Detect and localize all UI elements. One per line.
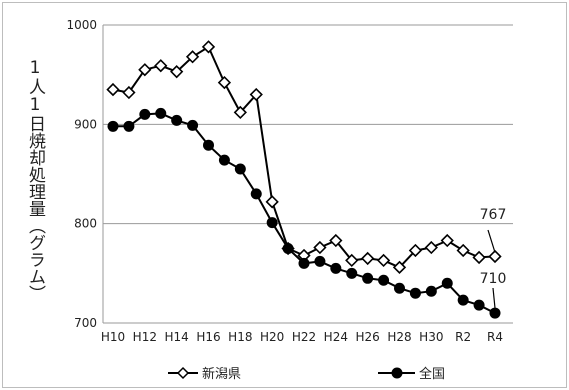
data-point-niigata — [217, 75, 232, 90]
data-point-national — [330, 262, 342, 274]
data-point-national — [425, 285, 437, 297]
legend-label-national: 全国 — [419, 366, 445, 382]
data-point-national — [266, 217, 278, 229]
data-point-niigata — [392, 260, 407, 275]
data-point-niigata — [233, 105, 247, 120]
end-label-national: 710 — [480, 271, 507, 287]
series-line-niigata — [112, 45, 496, 269]
data-point-national — [123, 120, 135, 132]
data-point-niigata — [361, 251, 375, 266]
data-point-national — [378, 274, 390, 286]
x-tick-label: H20 — [260, 330, 284, 344]
y-tick-label: 1000 — [66, 18, 97, 32]
data-point-niigata — [154, 59, 168, 73]
data-point-national — [346, 267, 358, 279]
x-tick-label: H28 — [387, 330, 411, 344]
data-point-niigata — [170, 65, 184, 79]
data-point-national — [298, 257, 310, 269]
data-point-national — [171, 114, 183, 126]
data-point-national — [139, 108, 151, 120]
data-point-niigata — [201, 40, 216, 54]
end-label-leader-niigata — [487, 229, 496, 253]
y-tick-label: 900 — [74, 117, 97, 131]
data-point-national — [155, 107, 167, 119]
data-point-niigata — [122, 85, 136, 100]
data-point-national — [441, 277, 453, 289]
x-tick-label: H16 — [196, 330, 220, 344]
data-point-niigata — [424, 240, 438, 255]
end-label-niigata: 767 — [480, 207, 507, 223]
data-point-national — [107, 120, 119, 132]
data-point-national — [282, 243, 294, 254]
legend-label-niigata: 新潟県 — [202, 366, 241, 382]
data-point-niigata — [185, 50, 200, 64]
x-tick-label: H24 — [324, 330, 348, 344]
data-point-national — [457, 294, 469, 306]
data-point-niigata — [138, 63, 152, 77]
data-point-niigata — [456, 243, 470, 258]
x-tick-label: H26 — [356, 330, 380, 344]
x-tick-label: H22 — [292, 330, 316, 344]
line-chart: 700 800 900 1000 H10 H12 H14 H16 H18 H20 H22 H24 H2… — [66, 18, 513, 382]
y-tick-label: 700 — [74, 316, 97, 330]
x-tick-label: H10 — [101, 330, 125, 344]
data-point-niigata — [313, 240, 327, 255]
data-point-national — [394, 282, 405, 294]
legend-marker-niigata — [176, 366, 190, 380]
data-point-niigata — [472, 250, 486, 265]
data-point-niigata — [265, 195, 279, 209]
x-tick-label: R4 — [487, 330, 503, 344]
data-point-niigata — [345, 253, 359, 268]
data-point-national — [314, 255, 326, 267]
data-point-niigata — [376, 253, 391, 268]
data-point-niigata — [106, 82, 120, 97]
data-point-national — [234, 163, 246, 175]
data-point-national — [250, 188, 262, 200]
data-point-national — [473, 299, 485, 311]
y-tick-label: 800 — [74, 217, 97, 231]
series-line-national — [113, 112, 496, 314]
data-point-national — [218, 154, 230, 166]
data-point-niigata — [440, 233, 454, 248]
data-point-niigata — [488, 249, 502, 264]
legend-marker-national — [391, 367, 403, 379]
x-tick-label: H14 — [165, 330, 189, 344]
y-axis-label: 1人1日焼却処理量（グラム） — [25, 58, 45, 302]
data-point-niigata — [329, 233, 343, 248]
data-point-niigata — [249, 87, 263, 102]
x-tick-label: R2 — [455, 330, 471, 344]
data-point-national — [409, 287, 421, 299]
data-point-national — [203, 139, 214, 151]
data-point-national — [187, 119, 199, 131]
x-tick-label: H12 — [133, 330, 157, 344]
x-tick-label: H30 — [419, 330, 443, 344]
data-point-national — [489, 307, 501, 319]
x-tick-label: H18 — [228, 330, 252, 344]
data-point-niigata — [408, 243, 423, 258]
end-label-leader-national — [492, 287, 496, 309]
data-point-national — [362, 272, 374, 284]
